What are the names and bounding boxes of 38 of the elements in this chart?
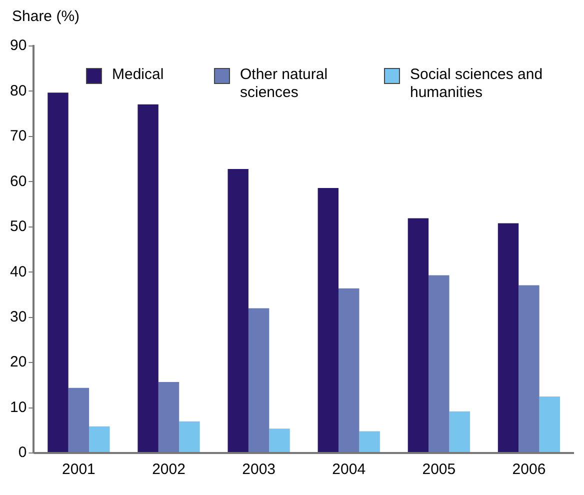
- x-tick-label: 2003: [242, 461, 276, 478]
- legend-label: Social sciences and humanities: [410, 66, 544, 102]
- bar: [428, 275, 450, 452]
- y-tick-label: 60: [10, 172, 27, 190]
- legend-label: Other natural sciences: [240, 66, 329, 102]
- x-tick-label: 2005: [422, 461, 456, 478]
- bar: [158, 382, 180, 452]
- bar: [408, 218, 429, 452]
- bar: [48, 92, 68, 452]
- bar: [539, 396, 560, 452]
- y-tick-label: 30: [10, 308, 27, 326]
- y-tick-label: 20: [10, 354, 27, 371]
- y-tick-label: 70: [10, 128, 27, 145]
- bar: [228, 169, 248, 452]
- y-axis-title: Share (%): [12, 8, 80, 26]
- bar: [518, 285, 540, 452]
- bar: [179, 421, 200, 452]
- y-tick-label: 40: [10, 263, 27, 280]
- y-tick-label: 50: [10, 218, 27, 236]
- bar: [338, 288, 360, 452]
- y-tick-label: 80: [10, 82, 27, 100]
- bar: [359, 431, 380, 452]
- bar: [138, 104, 158, 452]
- x-tick-label: 2004: [332, 461, 366, 478]
- x-tick-label: 2002: [152, 461, 186, 478]
- bar: [89, 426, 110, 452]
- y-tick-label: 90: [10, 37, 27, 54]
- y-tick-label: 10: [10, 398, 27, 416]
- x-tick-label: 2006: [512, 461, 546, 478]
- bar: [498, 223, 519, 452]
- y-tick-label: 0: [18, 444, 27, 462]
- bar: [449, 411, 470, 452]
- bar: [269, 428, 290, 452]
- bar: [318, 188, 339, 452]
- legend-label: Medical: [112, 66, 165, 84]
- bar: [248, 308, 270, 452]
- x-tick-label: 2001: [62, 461, 96, 478]
- bar: [68, 388, 90, 452]
